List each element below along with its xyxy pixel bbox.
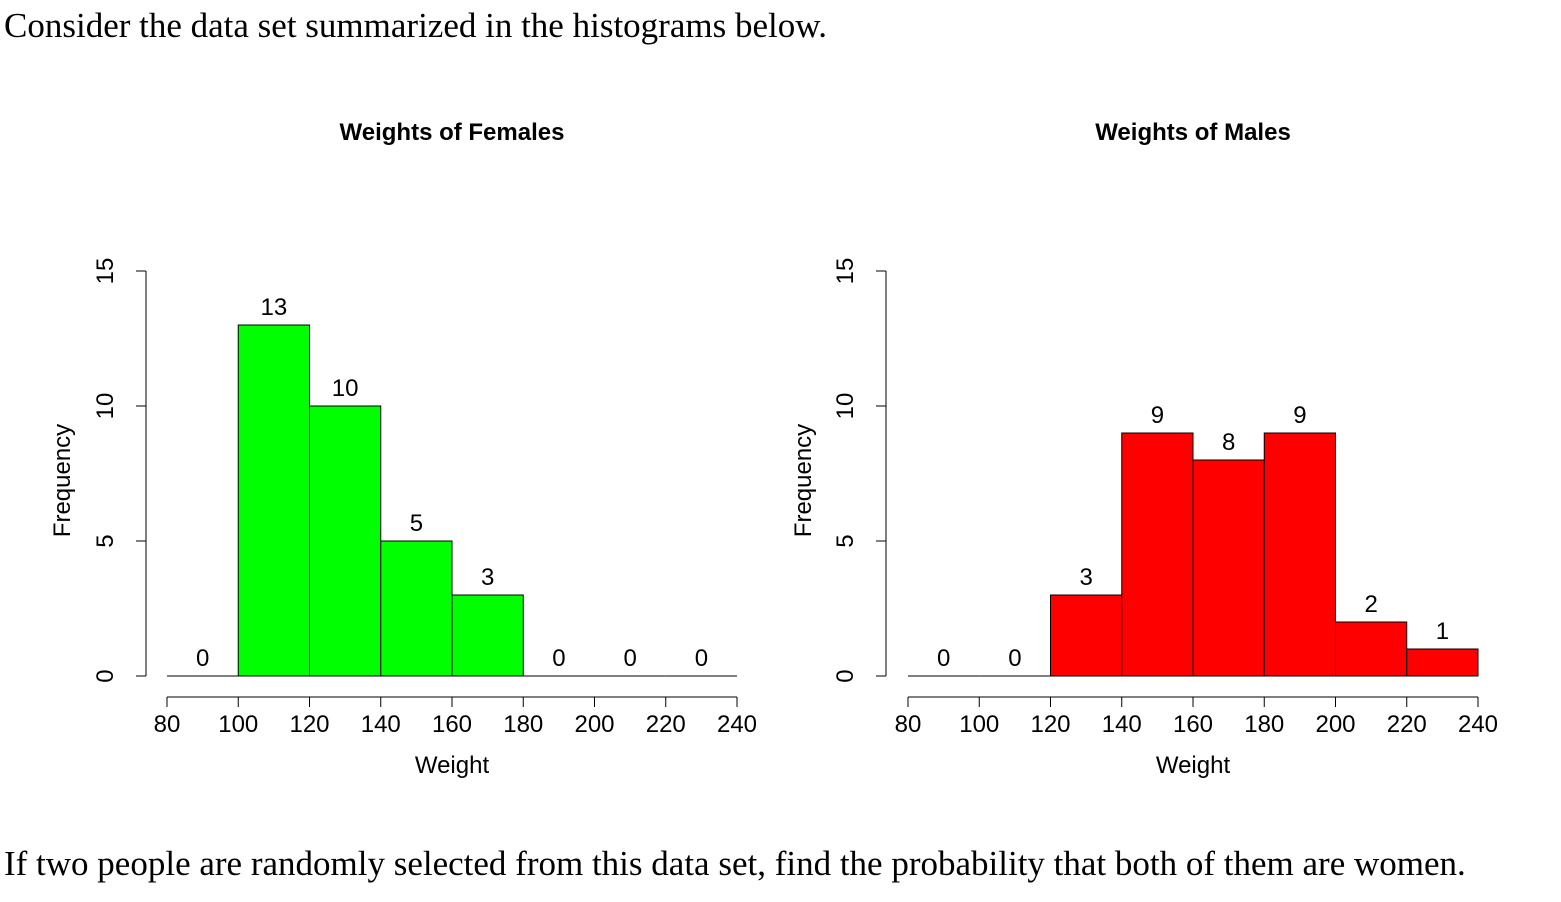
bar-data-label: 8 <box>1222 429 1235 456</box>
x-axis-label: Weight <box>1156 752 1231 779</box>
x-tick-label: 140 <box>361 711 401 738</box>
x-tick-label: 240 <box>1458 711 1498 738</box>
histogram-bar <box>237 324 310 677</box>
y-tick-label: 15 <box>92 258 119 285</box>
histogram-bar <box>1406 648 1479 677</box>
histogram-bar <box>309 405 382 677</box>
x-tick-label: 160 <box>432 711 472 738</box>
y-tick-label: 10 <box>92 393 119 420</box>
x-tick-label: 200 <box>574 711 614 738</box>
x-tick-label: 220 <box>1387 711 1427 738</box>
histogram-bar <box>380 540 453 677</box>
bar-data-label: 0 <box>196 645 209 672</box>
y-axis-label: Frequency <box>49 424 76 537</box>
x-tick-label: 180 <box>503 711 543 738</box>
x-tick-label: 220 <box>646 711 686 738</box>
x-tick-label: 100 <box>959 711 999 738</box>
x-tick-label: 120 <box>1030 711 1070 738</box>
histogram-bar <box>1192 459 1265 677</box>
x-tick-label: 180 <box>1244 711 1284 738</box>
chart-title: Weights of Females <box>340 119 565 146</box>
histogram-bar <box>1335 621 1408 677</box>
bar-data-label: 0 <box>623 645 636 672</box>
bar-data-label: 0 <box>552 645 565 672</box>
histogram-bar <box>1263 432 1336 677</box>
bar-data-label: 9 <box>1293 402 1306 429</box>
bar-data-label: 10 <box>332 375 359 402</box>
bar-data-label: 0 <box>695 645 708 672</box>
x-tick-label: 160 <box>1173 711 1213 738</box>
y-tick-label: 10 <box>832 393 859 420</box>
chart-title: Weights of Males <box>1095 119 1291 146</box>
bar-data-label: 13 <box>261 294 288 321</box>
bar-data-label: 3 <box>481 564 494 591</box>
y-tick-label: 0 <box>832 669 859 682</box>
y-axis-label: Frequency <box>790 424 817 537</box>
intro-text: Consider the data set summarized in the … <box>4 6 827 45</box>
bar-data-label: 0 <box>1008 645 1021 672</box>
histogram-bar <box>1121 432 1194 677</box>
x-axis-label: Weight <box>415 752 490 779</box>
y-tick-label: 15 <box>832 258 859 285</box>
bar-data-label: 5 <box>410 510 423 537</box>
bar-data-label: 0 <box>937 645 950 672</box>
y-tick-label: 0 <box>92 669 119 682</box>
histogram-bar <box>451 594 524 677</box>
bar-data-label: 1 <box>1436 618 1449 645</box>
x-tick-label: 80 <box>895 711 922 738</box>
histogram-bar <box>1050 594 1123 677</box>
y-tick-label: 5 <box>832 534 859 547</box>
x-tick-label: 200 <box>1315 711 1355 738</box>
bar-data-label: 2 <box>1364 591 1377 618</box>
x-tick-label: 100 <box>218 711 258 738</box>
question-text: If two people are randomly selected from… <box>4 844 1466 883</box>
bar-data-label: 9 <box>1151 402 1164 429</box>
x-tick-label: 80 <box>154 711 181 738</box>
x-tick-label: 120 <box>289 711 329 738</box>
x-tick-label: 140 <box>1102 711 1142 738</box>
bar-data-label: 3 <box>1079 564 1092 591</box>
y-tick-label: 5 <box>92 534 119 547</box>
x-tick-label: 240 <box>717 711 757 738</box>
